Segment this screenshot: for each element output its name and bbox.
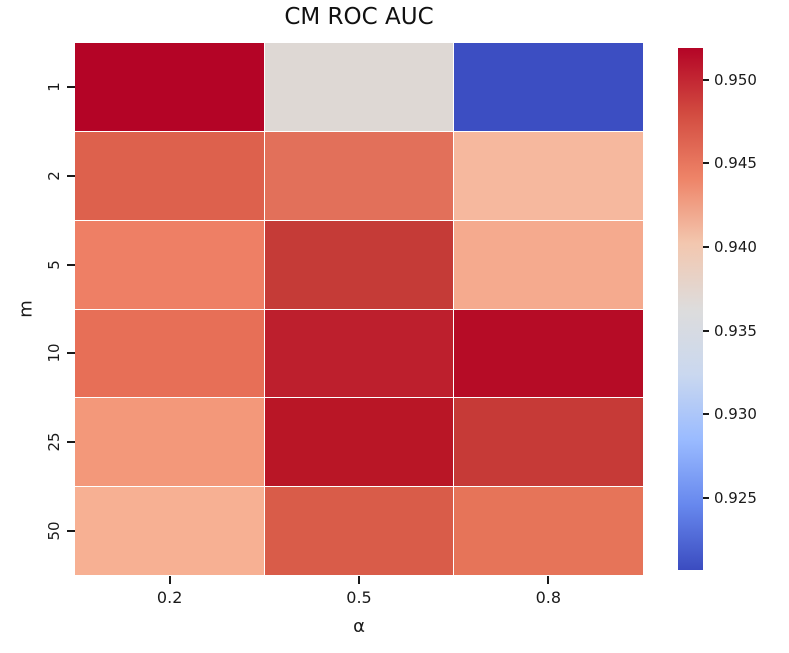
colorbar-tick-label: 0.940 — [714, 238, 757, 257]
heatmap-cell — [454, 131, 643, 220]
heatmap-cell — [75, 398, 264, 487]
y-tick-mark — [67, 175, 75, 177]
colorbar-tick-mark — [703, 413, 709, 416]
x-tick-label: 0.2 — [156, 588, 183, 607]
colorbar-tick-label: 0.950 — [714, 70, 757, 89]
heatmap-cell — [264, 220, 454, 309]
heatmap-cell — [264, 487, 454, 575]
heatmap-cell — [75, 220, 264, 309]
y-tick-mark — [67, 352, 75, 355]
y-tick-label: 2 — [45, 171, 63, 181]
x-axis-label: α — [353, 616, 365, 637]
x-tick-label: 0.5 — [346, 588, 372, 607]
heatmap-cell — [75, 43, 264, 131]
colorbar — [678, 48, 703, 570]
y-tick-label: 50 — [45, 521, 63, 541]
heatmap-cell — [75, 131, 264, 220]
chart-title: CM ROC AUC — [284, 4, 434, 30]
colorbar-tick-mark — [703, 78, 709, 81]
x-tick-label: 0.8 — [535, 588, 562, 607]
heatmap-cell — [454, 43, 643, 131]
colorbar-tick-mark — [703, 329, 709, 332]
heatmap-cell — [264, 43, 454, 131]
x-tick-mark — [358, 576, 360, 584]
heatmap-cell — [454, 309, 643, 398]
colorbar-tick-mark — [703, 162, 709, 165]
colorbar-tick-label: 0.925 — [714, 489, 757, 508]
heatmap-cell — [454, 220, 643, 309]
colorbar-tick-mark — [703, 497, 709, 500]
heatmap-cell — [264, 309, 454, 398]
x-tick-mark — [547, 576, 550, 584]
heatmap-grid — [75, 43, 643, 575]
heatmap-cell — [264, 131, 454, 220]
y-tick-label: 25 — [45, 432, 63, 452]
heatmap-cell — [75, 487, 264, 575]
y-tick-label: 10 — [45, 343, 63, 363]
colorbar-tick-label: 0.930 — [714, 405, 757, 424]
colorbar-tick-mark — [703, 246, 709, 249]
x-tick-mark — [168, 576, 171, 584]
y-tick-mark — [67, 263, 75, 266]
heatmap-cell — [454, 487, 643, 575]
heatmap-cell — [454, 398, 643, 487]
heatmap-cell — [264, 398, 454, 487]
y-tick-mark — [67, 86, 75, 89]
colorbar-tick-label: 0.935 — [714, 321, 757, 340]
y-axis-label: m — [15, 300, 37, 318]
heatmap-cell — [75, 309, 264, 398]
y-tick-mark — [67, 441, 75, 443]
y-tick-mark — [67, 529, 75, 532]
y-tick-label: 1 — [45, 82, 63, 93]
y-tick-label: 5 — [45, 259, 63, 270]
colorbar-tick-label: 0.945 — [714, 154, 757, 173]
